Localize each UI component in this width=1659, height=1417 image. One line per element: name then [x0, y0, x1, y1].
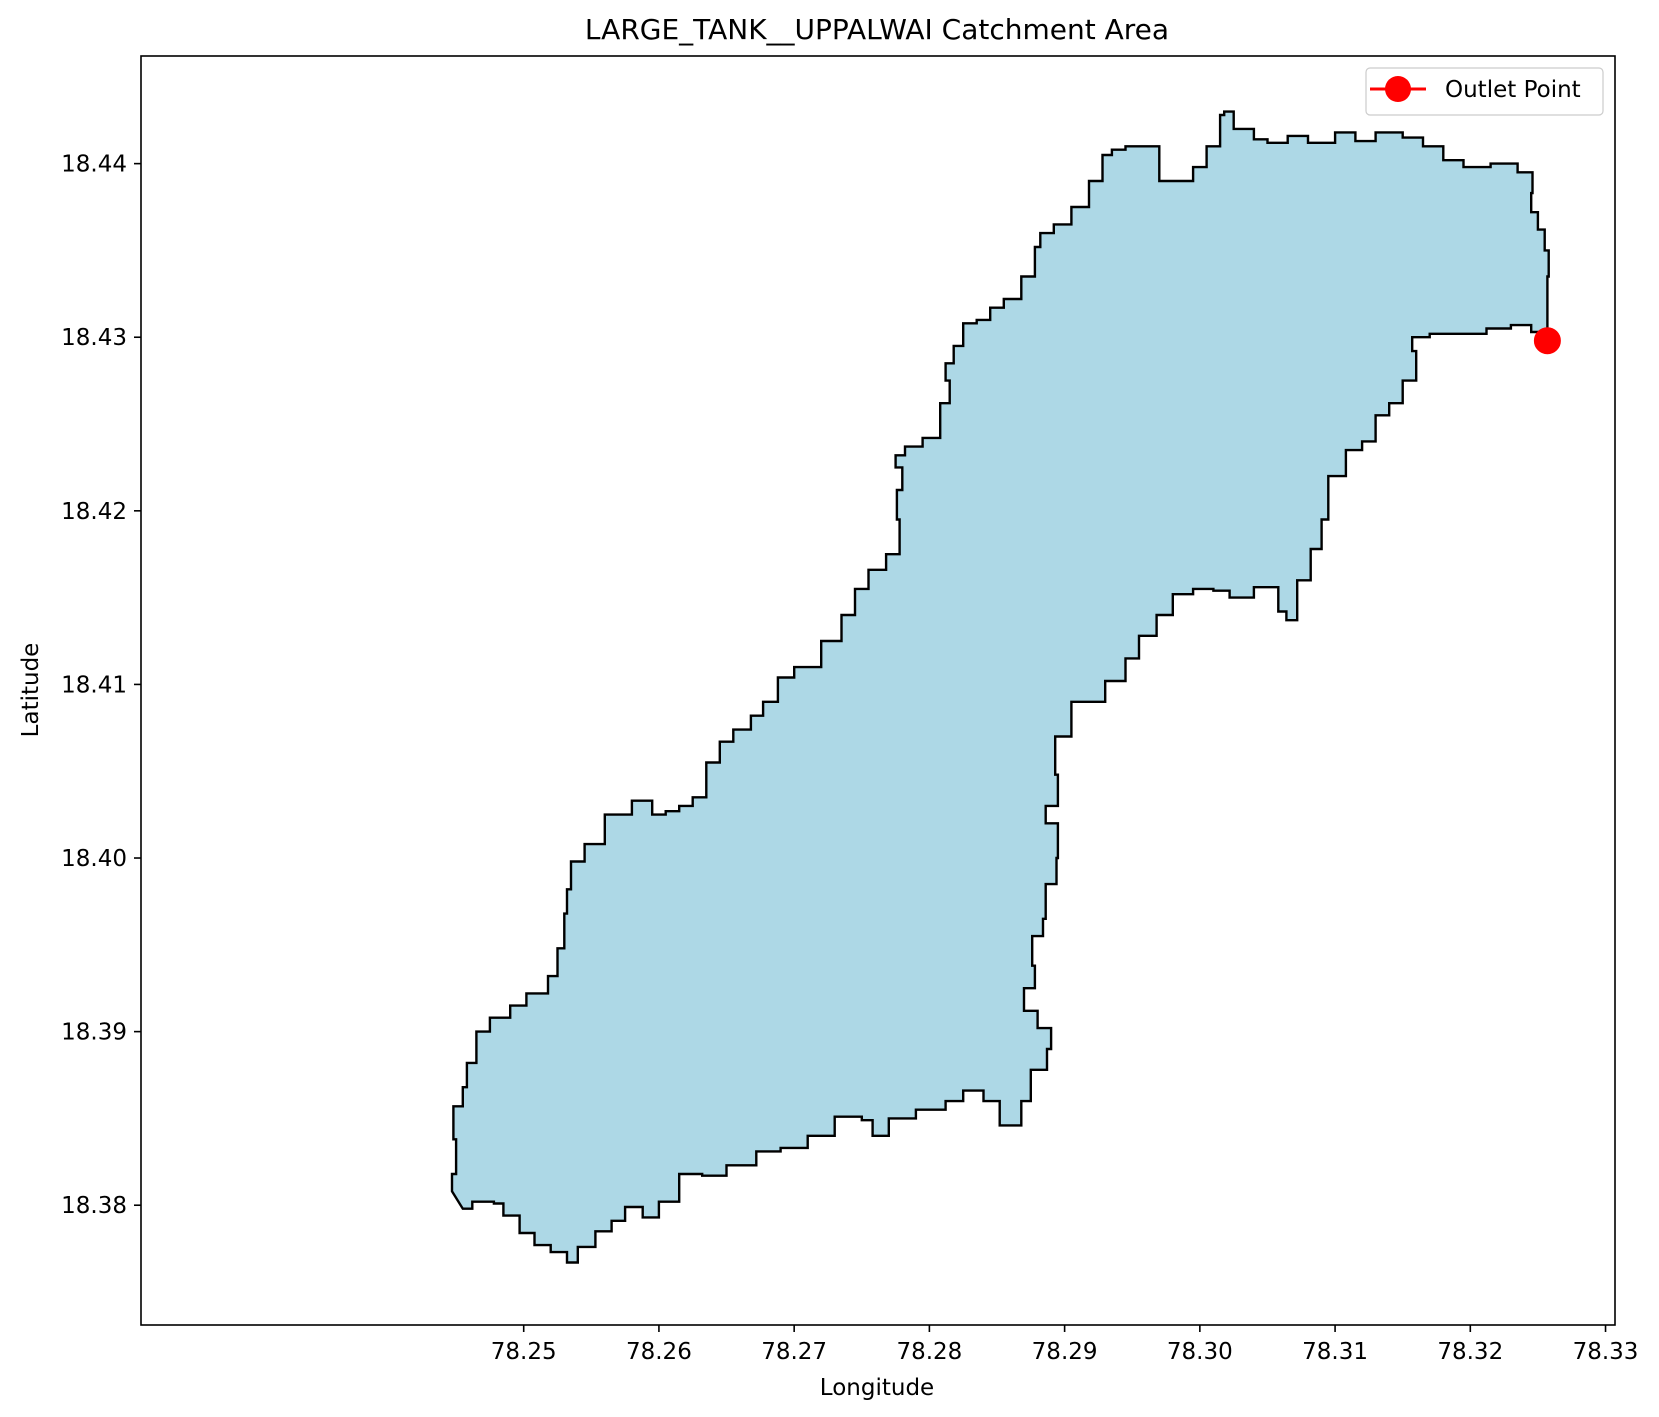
legend-box: [1365, 67, 1604, 116]
chart-title: LARGE_TANK__UPPALWAI Catchment Area: [585, 13, 1169, 46]
y-tick-label: 18.40: [61, 846, 127, 872]
y-tick-label: 18.43: [61, 325, 127, 351]
x-tick-label: 78.25: [491, 1339, 557, 1365]
x-tick-label: 78.33: [1573, 1339, 1639, 1365]
y-tick-label: 18.39: [61, 1020, 127, 1046]
y-tick-label: 18.44: [61, 152, 127, 178]
outlet-point-marker: [1533, 327, 1561, 355]
y-tick-label: 18.38: [61, 1193, 127, 1219]
x-tick-label: 78.27: [761, 1339, 827, 1365]
x-tick-label: 78.28: [896, 1339, 962, 1365]
catchment-polygon: [450, 110, 1550, 1264]
x-axis-label: Longitude: [820, 1375, 934, 1401]
x-axis: 78.25 78.26 78.27 78.28 78.29 78.30 78.31 78.32…: [491, 1325, 1639, 1365]
y-tick-label: 18.42: [61, 499, 127, 525]
x-tick-label: 78.26: [626, 1339, 692, 1365]
x-tick-label: 78.31: [1302, 1339, 1368, 1365]
legend-outlet-label: Outlet Point: [1445, 77, 1581, 103]
y-axis-label: Latitude: [18, 643, 44, 738]
legend-outlet-marker-icon: [1385, 76, 1411, 102]
x-tick-label: 78.29: [1032, 1339, 1098, 1365]
x-tick-label: 78.32: [1437, 1339, 1503, 1365]
y-axis: 18.38 18.39 18.40 18.41 18.42 18.43 18.44: [61, 152, 141, 1219]
plot-area-frame: [140, 55, 1616, 1326]
y-tick-label: 18.41: [61, 672, 127, 698]
x-tick-label: 78.30: [1167, 1339, 1233, 1365]
legend: Outlet Point: [1365, 67, 1604, 116]
